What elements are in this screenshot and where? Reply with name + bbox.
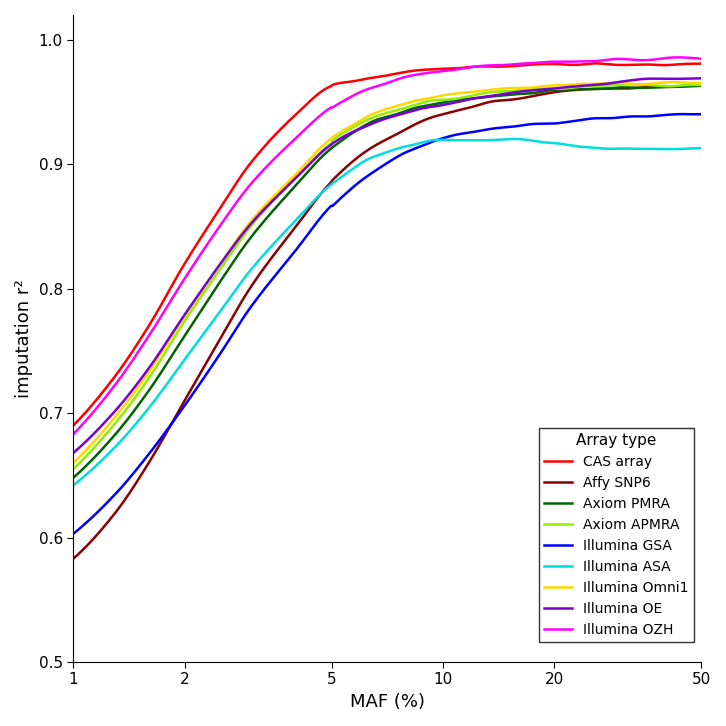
Line: CAS array: CAS array <box>73 63 701 425</box>
Illumina ASA <box>510 134 518 143</box>
Line: Illumina GSA: Illumina GSA <box>73 114 701 534</box>
Line: Axiom APMRA: Axiom APMRA <box>73 84 701 469</box>
Affy SNP6 <box>697 81 706 90</box>
Illumina Omni1 <box>683 78 692 87</box>
Illumina OZH <box>584 57 592 65</box>
Illumina OE <box>367 120 376 129</box>
Illumina OZH <box>69 430 78 439</box>
Illumina GSA <box>443 133 452 142</box>
Axiom APMRA <box>367 113 376 122</box>
Line: Illumina OE: Illumina OE <box>73 78 701 453</box>
Illumina OZH <box>409 71 417 80</box>
Axiom APMRA <box>625 80 634 89</box>
CAS array <box>443 65 452 73</box>
Illumina OZH <box>683 53 692 62</box>
CAS array <box>409 67 417 76</box>
Axiom APMRA <box>409 101 417 110</box>
Illumina OZH <box>443 66 452 75</box>
Line: Illumina ASA: Illumina ASA <box>73 139 701 486</box>
Illumina Omni1 <box>371 108 380 117</box>
Illumina ASA <box>443 136 452 144</box>
Illumina OZH <box>697 54 706 63</box>
Illumina Omni1 <box>69 459 78 468</box>
X-axis label: MAF (%): MAF (%) <box>350 693 425 711</box>
Illumina OE <box>697 74 706 83</box>
CAS array <box>591 59 600 68</box>
Affy SNP6 <box>584 85 592 94</box>
Illumina GSA <box>678 110 687 118</box>
Illumina ASA <box>69 481 78 490</box>
Illumina Omni1 <box>443 90 452 99</box>
Illumina ASA <box>367 153 376 162</box>
Axiom APMRA <box>683 81 692 89</box>
Illumina GSA <box>409 145 417 154</box>
Legend: CAS array, Affy SNP6, Axiom PMRA, Axiom APMRA, Illumina GSA, Illumina ASA, Illum: CAS array, Affy SNP6, Axiom PMRA, Axiom … <box>539 428 695 642</box>
Illumina ASA <box>585 143 594 152</box>
CAS array <box>371 73 380 81</box>
Axiom PMRA <box>371 116 380 125</box>
Illumina ASA <box>683 144 692 153</box>
Illumina OE <box>443 100 452 109</box>
Illumina GSA <box>584 115 592 123</box>
Line: Illumina Omni1: Illumina Omni1 <box>73 82 701 463</box>
Axiom PMRA <box>367 118 376 126</box>
Axiom PMRA <box>443 97 452 106</box>
Illumina ASA <box>697 144 706 152</box>
Axiom PMRA <box>69 473 78 482</box>
Illumina OE <box>409 106 417 115</box>
Illumina GSA <box>371 166 380 175</box>
Affy SNP6 <box>443 109 452 118</box>
Illumina OZH <box>674 53 683 62</box>
CAS array <box>683 60 692 68</box>
Illumina Omni1 <box>584 80 592 89</box>
Illumina GSA <box>69 529 78 538</box>
Illumina GSA <box>683 110 692 118</box>
Illumina GSA <box>697 110 706 118</box>
Axiom APMRA <box>697 81 706 89</box>
Illumina Omni1 <box>697 79 706 88</box>
Axiom PMRA <box>682 82 690 91</box>
Axiom PMRA <box>584 85 592 94</box>
Illumina OE <box>584 81 592 89</box>
Line: Axiom PMRA: Axiom PMRA <box>73 86 701 478</box>
CAS array <box>367 73 376 82</box>
Illumina OE <box>69 449 78 457</box>
Axiom APMRA <box>371 112 380 121</box>
Affy SNP6 <box>371 141 380 150</box>
Axiom APMRA <box>443 95 452 104</box>
Affy SNP6 <box>682 81 690 90</box>
Line: Illumina OZH: Illumina OZH <box>73 57 701 434</box>
Axiom PMRA <box>697 81 706 90</box>
Affy SNP6 <box>69 555 78 563</box>
Y-axis label: imputation r²: imputation r² <box>15 280 33 398</box>
Illumina OZH <box>367 83 376 92</box>
Axiom APMRA <box>69 465 78 473</box>
Line: Affy SNP6: Affy SNP6 <box>73 86 701 559</box>
Illumina OZH <box>371 82 380 91</box>
Axiom APMRA <box>584 81 592 90</box>
Illumina OE <box>682 74 690 83</box>
Illumina Omni1 <box>367 110 376 119</box>
Illumina ASA <box>409 140 417 149</box>
Axiom PMRA <box>409 104 417 113</box>
CAS array <box>584 60 592 68</box>
Illumina GSA <box>367 169 376 178</box>
Illumina Omni1 <box>666 78 675 86</box>
Illumina OE <box>371 118 380 127</box>
Illumina ASA <box>371 152 380 160</box>
Affy SNP6 <box>409 121 417 130</box>
Illumina Omni1 <box>409 97 417 106</box>
CAS array <box>69 421 78 430</box>
Affy SNP6 <box>367 143 376 152</box>
CAS array <box>697 60 706 68</box>
